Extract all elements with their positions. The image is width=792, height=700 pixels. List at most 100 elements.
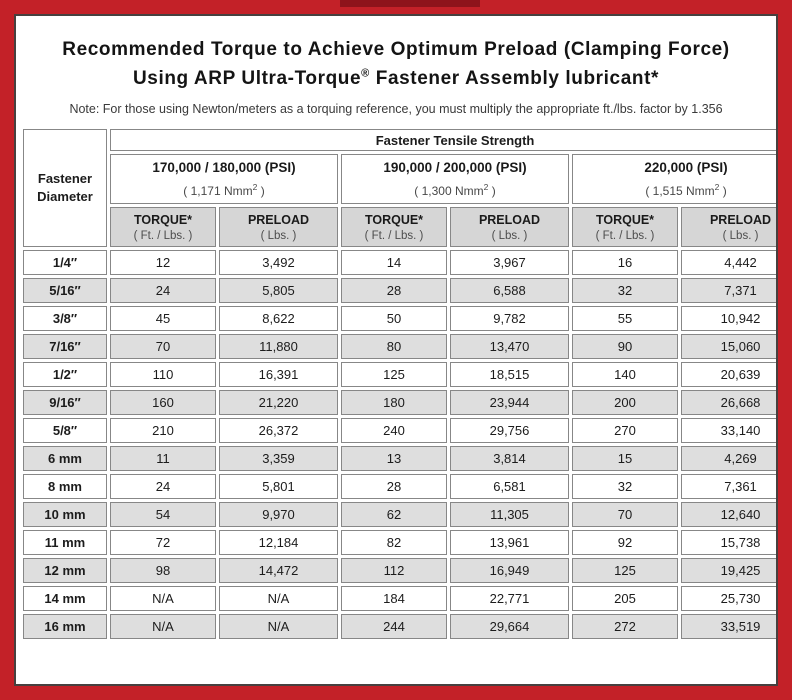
- torque-value-cell: 15: [572, 446, 678, 471]
- title-line-2: Using ARP Ultra-Torque® Fastener Assembl…: [132, 67, 660, 89]
- table-row: 7/16″ 70 11,880 80 13,470 90 15,060: [23, 334, 776, 359]
- preload-value-cell: 33,519: [681, 614, 776, 639]
- fastener-diameter-cell: 8 mm: [23, 474, 107, 499]
- preload-column-header: PRELOAD ( Lbs. ): [219, 207, 338, 247]
- preload-value-cell: 11,305: [450, 502, 569, 527]
- torque-value-cell: 24: [110, 278, 216, 303]
- fastener-diameter-cell: 5/16″: [23, 278, 107, 303]
- preload-value-cell: 4,269: [681, 446, 776, 471]
- preload-value-cell: 3,967: [450, 250, 569, 275]
- torque-value-cell: 80: [341, 334, 447, 359]
- torque-value-cell: 160: [110, 390, 216, 415]
- torque-value-cell: 110: [110, 362, 216, 387]
- fastener-diameter-cell: 16 mm: [23, 614, 107, 639]
- torque-value-cell: 272: [572, 614, 678, 639]
- preload-value-cell: 8,622: [219, 306, 338, 331]
- fastener-diameter-cell: 5/8″: [23, 418, 107, 443]
- torque-column-header: TORQUE* ( Ft. / Lbs. ): [110, 207, 216, 247]
- torque-value-cell: 112: [341, 558, 447, 583]
- fastener-diameter-cell: 6 mm: [23, 446, 107, 471]
- table-body: 1/4″ 12 3,492 14 3,967 16 4,442 5/16″ 24 5,805 28 6…: [23, 250, 776, 639]
- torque-value-cell: 244: [341, 614, 447, 639]
- torque-value-cell: 180: [341, 390, 447, 415]
- torque-value-cell: 98: [110, 558, 216, 583]
- table-row: 5/16″ 24 5,805 28 6,588 32 7,371: [23, 278, 776, 303]
- torque-value-cell: 11: [110, 446, 216, 471]
- content-area: Recommended Torque to Achieve Optimum Pr…: [14, 14, 778, 686]
- preload-value-cell: 9,970: [219, 502, 338, 527]
- torque-value-cell: 140: [572, 362, 678, 387]
- preload-value-cell: 10,942: [681, 306, 776, 331]
- column-header-row: TORQUE* ( Ft. / Lbs. ) PRELOAD ( Lbs. ) …: [23, 207, 776, 247]
- preload-value-cell: 7,361: [681, 474, 776, 499]
- preload-value-cell: 22,771: [450, 586, 569, 611]
- fastener-diameter-header: Fastener Diameter: [23, 129, 107, 247]
- preload-value-cell: 13,470: [450, 334, 569, 359]
- preload-value-cell: 15,060: [681, 334, 776, 359]
- torque-value-cell: 70: [110, 334, 216, 359]
- preload-value-cell: 3,814: [450, 446, 569, 471]
- preload-value-cell: 14,472: [219, 558, 338, 583]
- preload-value-cell: 23,944: [450, 390, 569, 415]
- preload-value-cell: 12,640: [681, 502, 776, 527]
- torque-value-cell: 62: [341, 502, 447, 527]
- table-row: 10 mm 54 9,970 62 11,305 70 12,640: [23, 502, 776, 527]
- preload-column-header: PRELOAD ( Lbs. ): [450, 207, 569, 247]
- torque-table: Fastener Diameter Fastener Tensile Stren…: [20, 126, 776, 642]
- preload-value-cell: 9,782: [450, 306, 569, 331]
- preload-value-cell: 3,492: [219, 250, 338, 275]
- preload-value-cell: N/A: [219, 586, 338, 611]
- torque-value-cell: 82: [341, 530, 447, 555]
- torque-value-cell: 14: [341, 250, 447, 275]
- torque-column-header: TORQUE* ( Ft. / Lbs. ): [572, 207, 678, 247]
- preload-value-cell: 6,581: [450, 474, 569, 499]
- table-row: 6 mm 11 3,359 13 3,814 15 4,269: [23, 446, 776, 471]
- note-text: Note: For those using Newton/meters as a…: [69, 102, 723, 116]
- torque-column-header: TORQUE* ( Ft. / Lbs. ): [341, 207, 447, 247]
- preload-value-cell: 5,805: [219, 278, 338, 303]
- table-row: 11 mm 72 12,184 82 13,961 92 15,738: [23, 530, 776, 555]
- torque-value-cell: 270: [572, 418, 678, 443]
- torque-value-cell: 92: [572, 530, 678, 555]
- tensile-strength-row: Fastener Diameter Fastener Tensile Stren…: [23, 129, 776, 247]
- fastener-diameter-cell: 1/2″: [23, 362, 107, 387]
- top-accent-strip: [340, 0, 480, 7]
- page-title: Recommended Torque to Achieve Optimum Pr…: [20, 36, 772, 93]
- preload-value-cell: 13,961: [450, 530, 569, 555]
- torque-value-cell: 55: [572, 306, 678, 331]
- table-row: 3/8″ 45 8,622 50 9,782 55 10,942: [23, 306, 776, 331]
- table-row: 5/8″ 210 26,372 240 29,756 270 33,140: [23, 418, 776, 443]
- fastener-diameter-cell: 11 mm: [23, 530, 107, 555]
- torque-value-cell: 13: [341, 446, 447, 471]
- torque-value-cell: 32: [572, 278, 678, 303]
- torque-value-cell: 205: [572, 586, 678, 611]
- preload-value-cell: 16,391: [219, 362, 338, 387]
- torque-value-cell: 184: [341, 586, 447, 611]
- torque-value-cell: 16: [572, 250, 678, 275]
- table-row: 8 mm 24 5,801 28 6,581 32 7,361: [23, 474, 776, 499]
- table-row: 9/16″ 160 21,220 180 23,944 200 26,668: [23, 390, 776, 415]
- preload-value-cell: 12,184: [219, 530, 338, 555]
- torque-value-cell: 50: [341, 306, 447, 331]
- torque-value-cell: N/A: [110, 614, 216, 639]
- preload-column-header: PRELOAD ( Lbs. ): [681, 207, 776, 247]
- preload-value-cell: 26,372: [219, 418, 338, 443]
- preload-value-cell: 4,442: [681, 250, 776, 275]
- strength-group-220: 220,000 (PSI) ( 1,515 Nmm2 ): [572, 154, 776, 204]
- strength-group-170-180: 170,000 / 180,000 (PSI) ( 1,171 Nmm2 ): [110, 154, 338, 204]
- preload-value-cell: 25,730: [681, 586, 776, 611]
- title-line-1: Recommended Torque to Achieve Optimum Pr…: [62, 39, 730, 60]
- table-row: 14 mm N/A N/A 184 22,771 205 25,730: [23, 586, 776, 611]
- preload-value-cell: 29,756: [450, 418, 569, 443]
- registered-trademark-symbol: ®: [361, 67, 370, 80]
- torque-value-cell: N/A: [110, 586, 216, 611]
- preload-value-cell: 11,880: [219, 334, 338, 359]
- torque-value-cell: 90: [572, 334, 678, 359]
- preload-value-cell: 15,738: [681, 530, 776, 555]
- preload-value-cell: 33,140: [681, 418, 776, 443]
- table-row: 1/2″ 110 16,391 125 18,515 140 20,639: [23, 362, 776, 387]
- fastener-diameter-cell: 9/16″: [23, 390, 107, 415]
- preload-value-cell: N/A: [219, 614, 338, 639]
- psi-rating-row: 170,000 / 180,000 (PSI) ( 1,171 Nmm2 ) 1…: [23, 154, 776, 204]
- torque-value-cell: 70: [572, 502, 678, 527]
